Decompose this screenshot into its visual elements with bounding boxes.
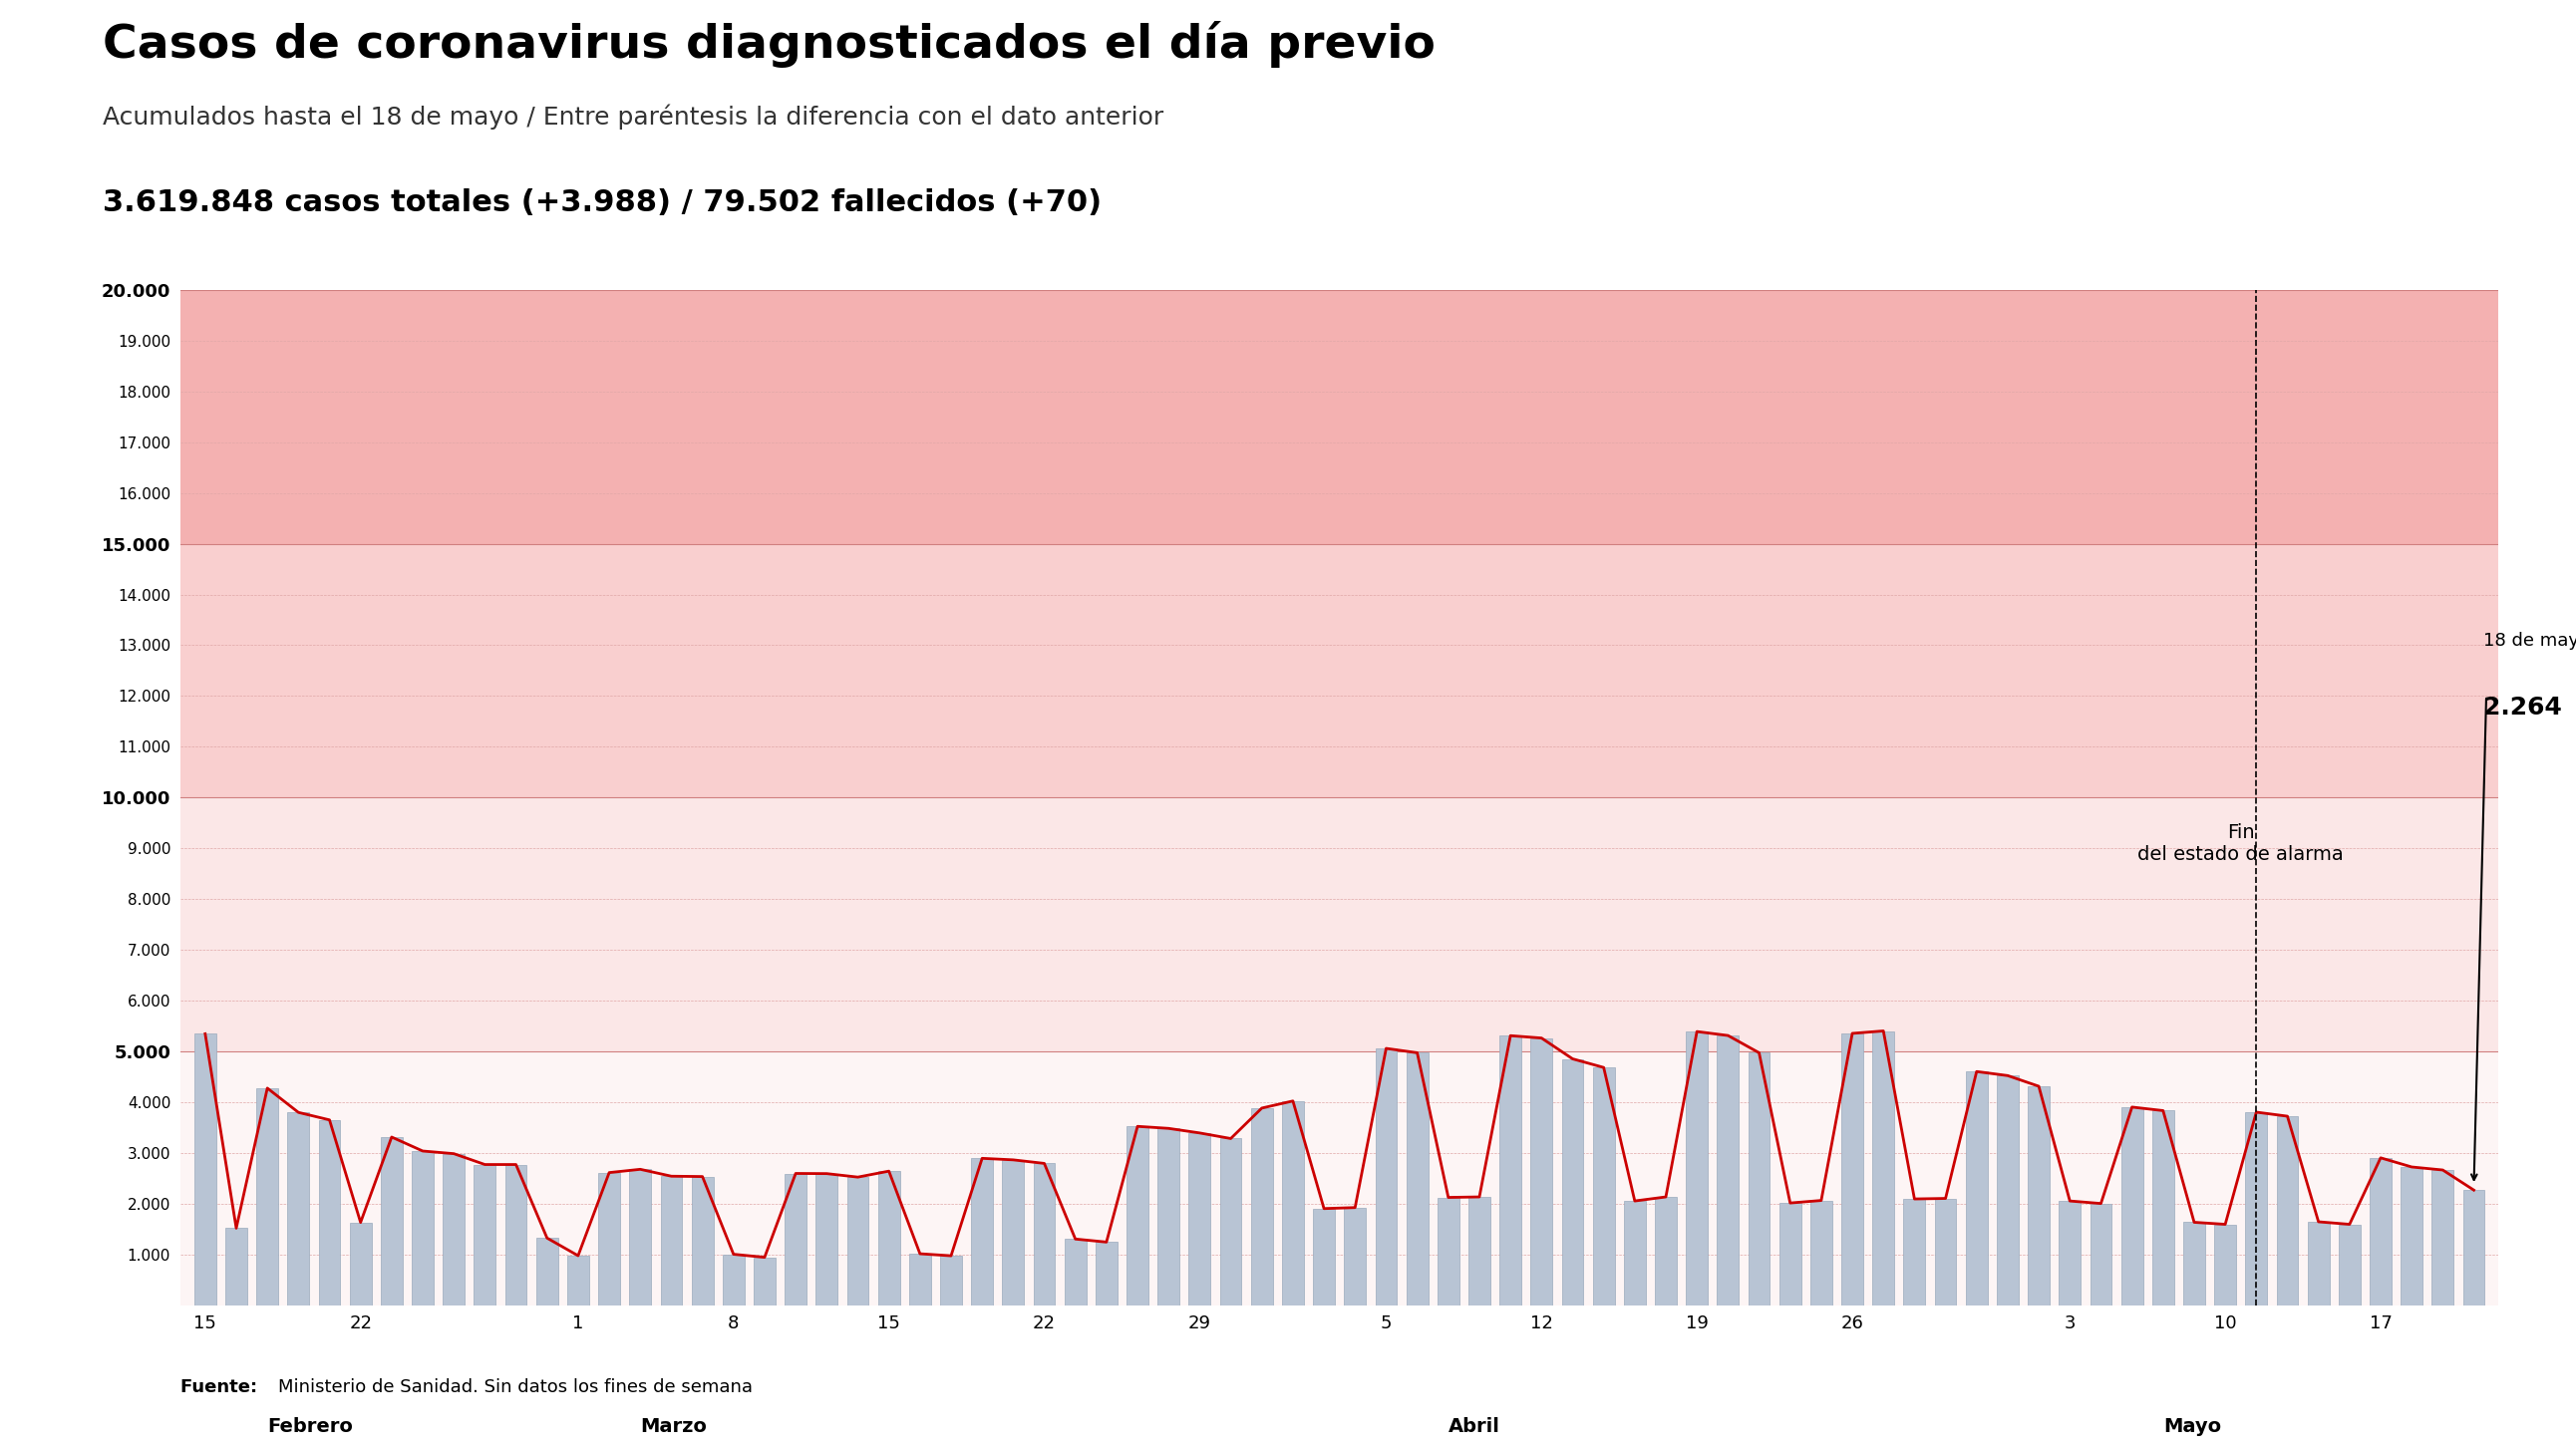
Bar [319,1119,340,1305]
Bar [350,1222,371,1305]
Bar [1873,1031,1893,1305]
Bar [1935,1198,1955,1305]
Bar [2215,1224,2236,1305]
Bar [1811,1201,1832,1305]
Bar [412,1151,433,1305]
Bar [1188,1132,1211,1305]
Bar [180,290,2499,544]
Bar [180,544,2499,798]
Bar [258,1088,278,1305]
Bar [940,1256,961,1305]
Bar [629,1169,652,1305]
Bar [878,1172,899,1305]
Bar [1437,1198,1458,1305]
Text: Abril: Abril [1448,1417,1499,1436]
Text: Fin
del estado de alarma: Fin del estado de alarma [2138,822,2344,864]
Bar [1002,1160,1025,1305]
Bar [1904,1199,1924,1305]
Bar [1157,1128,1180,1305]
Bar [1654,1196,1677,1305]
Bar [1687,1031,1708,1305]
Text: 18 de mayo: 18 de mayo [2483,632,2576,670]
Bar [2089,1203,2112,1305]
Bar [505,1164,528,1305]
Bar [1095,1243,1118,1305]
Text: Acumulados hasta el 18 de mayo / Entre paréntesis la diferencia con el dato ante: Acumulados hasta el 18 de mayo / Entre p… [103,104,1164,130]
Bar [536,1238,559,1305]
Bar [1345,1208,1365,1305]
Bar [1592,1067,1615,1305]
Bar [567,1256,590,1305]
Bar [2184,1222,2205,1305]
Bar [474,1164,495,1305]
Bar [2120,1108,2143,1305]
Bar [289,1112,309,1305]
Bar [2339,1224,2360,1305]
Bar [180,1051,2499,1305]
Bar [1468,1196,1492,1305]
Bar [1780,1203,1801,1305]
Bar [1406,1053,1427,1305]
Text: Febrero: Febrero [268,1417,353,1436]
Text: Marzo: Marzo [641,1417,706,1436]
Bar [2058,1201,2081,1305]
Bar [755,1257,775,1305]
Bar [817,1173,837,1305]
Bar [1126,1127,1149,1305]
Bar [786,1173,806,1305]
Bar [1314,1209,1334,1305]
Bar [1996,1076,2020,1305]
Bar [2401,1167,2421,1305]
Bar [1842,1034,1862,1305]
Bar [1283,1101,1303,1305]
Bar [2432,1170,2455,1305]
Bar [1718,1035,1739,1305]
Bar [1749,1053,1770,1305]
Bar [2277,1117,2298,1305]
Text: Fuente:: Fuente: [180,1378,263,1396]
Bar [971,1159,992,1305]
Bar [598,1173,621,1305]
Bar [2370,1157,2391,1305]
Bar [848,1177,868,1305]
Bar [1965,1072,1989,1305]
Bar [443,1154,464,1305]
Text: Mayo: Mayo [2164,1417,2221,1436]
Bar [909,1254,930,1305]
Bar [180,798,2499,1051]
Bar [1064,1238,1087,1305]
Bar [1561,1058,1584,1305]
Bar [1221,1138,1242,1305]
Bar [2308,1222,2329,1305]
Bar [1252,1108,1273,1305]
Bar [381,1137,402,1305]
Text: Ministerio de Sanidad. Sin datos los fines de semana: Ministerio de Sanidad. Sin datos los fin… [278,1378,752,1396]
Bar [1623,1201,1646,1305]
Bar [2151,1111,2174,1305]
Bar [659,1176,683,1305]
Bar [224,1228,247,1305]
Bar [193,1034,216,1305]
Bar [1376,1048,1396,1305]
Bar [690,1176,714,1305]
Text: 3.619.848 casos totales (+3.988) / 79.502 fallecidos (+70): 3.619.848 casos totales (+3.988) / 79.50… [103,188,1103,218]
Bar [2027,1086,2050,1305]
Bar [724,1254,744,1305]
Bar [1499,1035,1522,1305]
Text: 2.264: 2.264 [2483,696,2561,719]
Bar [1530,1038,1553,1305]
Bar [1033,1163,1056,1305]
Bar [2463,1190,2486,1305]
Bar [2246,1112,2267,1305]
Text: Casos de coronavirus diagnosticados el día previo: Casos de coronavirus diagnosticados el d… [103,20,1435,68]
